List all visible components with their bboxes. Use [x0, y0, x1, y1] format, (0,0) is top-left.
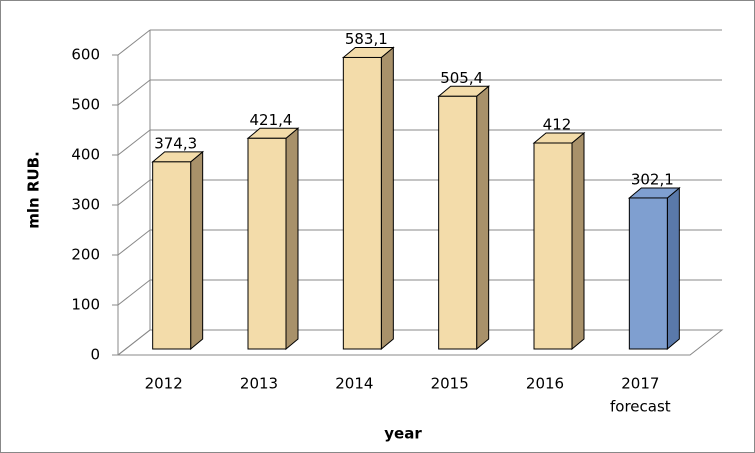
wall-grid-line — [117, 129, 151, 156]
value-label: 505,4 — [440, 69, 483, 87]
value-label: 421,4 — [250, 111, 293, 129]
wall-grid-line — [117, 229, 151, 256]
value-label: 583,1 — [345, 30, 388, 48]
bar-side — [476, 85, 490, 351]
bar-side — [285, 127, 299, 351]
bar-front — [152, 161, 192, 350]
x-tick-label: 2016 — [526, 375, 564, 393]
value-label: 302,1 — [631, 170, 674, 188]
y-tick-label: 600 — [71, 46, 100, 64]
x-tick-label: 2012 — [145, 375, 183, 393]
bar — [532, 131, 586, 351]
y-axis-title: mln RUB. — [25, 151, 43, 229]
y-tick-label: 100 — [71, 296, 100, 314]
y-tick-label: 200 — [71, 246, 100, 264]
x-tick-label: 2013 — [240, 375, 278, 393]
y-tick-label: 400 — [71, 146, 100, 164]
bar-front — [247, 137, 287, 350]
value-label: 374,3 — [154, 134, 197, 152]
bar — [437, 85, 491, 351]
wall-grid-line — [117, 279, 151, 306]
x-axis-title: year — [384, 425, 422, 443]
bar-front — [628, 197, 668, 350]
y-tick-label: 0 — [90, 346, 100, 364]
bar — [246, 127, 300, 351]
bar-side — [190, 150, 204, 351]
y-tick-label: 300 — [71, 196, 100, 214]
bar — [341, 46, 395, 351]
bar-front — [533, 142, 573, 350]
bar-front — [438, 95, 478, 350]
bar-side — [571, 131, 585, 351]
x-tick-label: 2015 — [431, 375, 469, 393]
bar — [151, 150, 205, 351]
bar — [627, 186, 681, 351]
value-label: 412 — [543, 116, 572, 134]
y-tick-label: 500 — [71, 96, 100, 114]
x-tick-label: 2017 — [621, 375, 659, 393]
wall-grid-line — [117, 179, 151, 206]
bar-side — [380, 46, 394, 351]
wall-grid-line — [117, 329, 151, 356]
bar-front — [342, 56, 382, 350]
wall-grid-line — [117, 29, 151, 56]
x-tick-note: forecast — [610, 398, 671, 416]
bar-side — [666, 186, 680, 351]
wall-grid-line — [117, 79, 151, 106]
x-tick-label: 2014 — [335, 375, 373, 393]
